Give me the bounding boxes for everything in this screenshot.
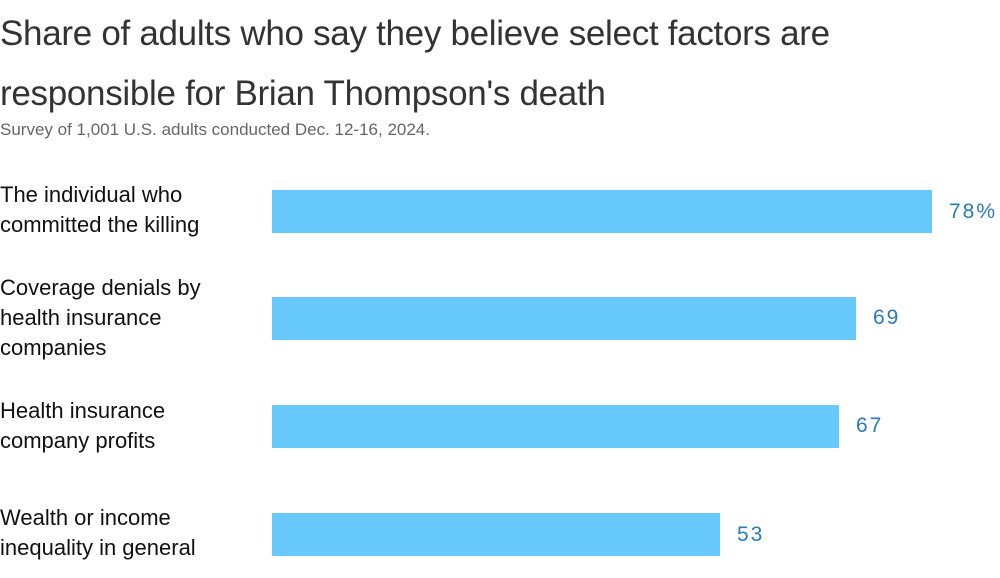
bar (272, 297, 856, 340)
bar-value: 53 (737, 523, 765, 546)
bar-label: Wealth or income inequality in general (0, 505, 196, 560)
bar-label: The individual who committed the killing (0, 182, 200, 237)
bar (272, 405, 839, 448)
chart-subtitle: Survey of 1,001 U.S. adults conducted De… (0, 120, 430, 139)
bar-label: Health insurance company profits (0, 398, 166, 453)
bar-value: 67 (856, 414, 884, 437)
bar-label: Coverage denials by health insurance com… (0, 275, 201, 360)
bar-value: 69 (873, 306, 901, 329)
bar (272, 513, 720, 556)
bar (272, 190, 932, 233)
bar-value: 78% (949, 200, 998, 223)
chart-title: Share of adults who say they believe sel… (0, 14, 830, 113)
